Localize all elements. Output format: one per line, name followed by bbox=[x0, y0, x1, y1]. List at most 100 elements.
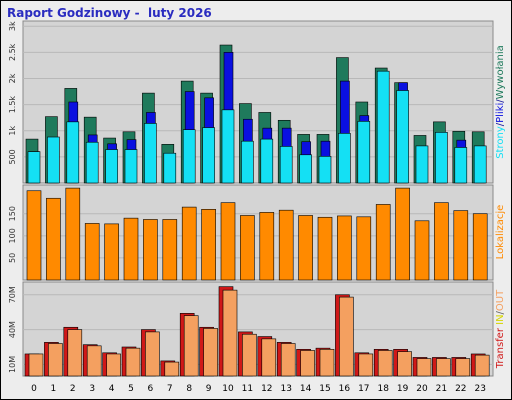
lokalizacje-bar bbox=[375, 204, 391, 281]
wywolania-bar bbox=[435, 132, 448, 184]
wywolania-bar bbox=[396, 90, 409, 184]
transfer-out-bar bbox=[436, 358, 451, 377]
transfer-out-bar bbox=[280, 343, 296, 377]
wywolania-bar bbox=[66, 121, 80, 184]
wywolania-bar bbox=[105, 149, 118, 184]
lokalizacje-bar bbox=[65, 187, 81, 281]
x-tick-label: 18 bbox=[377, 384, 389, 394]
plot-panel-2 bbox=[22, 184, 494, 281]
y-tick-label: 150 bbox=[8, 206, 17, 221]
lokalizacje-bar bbox=[395, 187, 410, 281]
x-tick-label: 15 bbox=[319, 384, 330, 394]
wywolania-bar bbox=[182, 129, 196, 184]
transfer-axis-label: Transfer IN/OUT bbox=[495, 289, 506, 369]
lokalizacje-bar bbox=[104, 223, 119, 281]
transfer-out-bar bbox=[474, 354, 490, 377]
lokalizacje-bar bbox=[240, 215, 255, 281]
x-tick-label: 0 bbox=[31, 384, 37, 394]
y-tick-label: 50 bbox=[8, 253, 17, 263]
x-tick-label: 8 bbox=[186, 384, 192, 394]
transfer-out-bar bbox=[203, 328, 218, 377]
x-tick-label: 2 bbox=[70, 384, 76, 394]
lokalizacje-bar bbox=[220, 202, 236, 281]
lokalizacje-bar bbox=[123, 217, 139, 281]
x-tick-label: 4 bbox=[109, 384, 115, 394]
transfer-out-bar bbox=[125, 347, 141, 377]
x-tick-label: 14 bbox=[300, 384, 312, 394]
wywolania-bar bbox=[338, 133, 351, 184]
lokalizacje-bar bbox=[337, 215, 352, 281]
x-tick-label: 10 bbox=[222, 384, 234, 394]
x-tick-label: 11 bbox=[242, 384, 253, 394]
transfer-out-bar bbox=[106, 353, 121, 377]
wywolania-bar bbox=[279, 146, 293, 184]
wywolania-bar bbox=[85, 141, 99, 184]
wywolania-bar bbox=[241, 140, 254, 184]
x-tick-label: 9 bbox=[206, 384, 212, 394]
lokalizacje-bar bbox=[201, 209, 216, 281]
y-tick-label: 1.5k bbox=[8, 96, 17, 114]
lokalizacje-bar bbox=[46, 197, 61, 281]
lokalizacje-axis-label: Lokalizacje bbox=[495, 205, 506, 260]
wywolania-bar bbox=[163, 152, 177, 184]
transfer-out-bar bbox=[67, 329, 83, 377]
requests-axis-label-part: / bbox=[495, 99, 506, 103]
transfer-out-bar bbox=[145, 331, 160, 377]
y-tick-label: 2.5k bbox=[8, 43, 17, 61]
requests-axis-label-part: Pliki bbox=[495, 103, 506, 123]
transfer-out-bar bbox=[164, 361, 180, 377]
lokalizacje-bar bbox=[453, 210, 469, 281]
transfer-out-bar bbox=[339, 296, 354, 377]
x-tick-label: 12 bbox=[261, 384, 272, 394]
x-tick-label: 17 bbox=[358, 384, 369, 394]
transfer-axis-label-part: Transfer bbox=[495, 325, 506, 369]
lokalizacje-bar bbox=[84, 223, 100, 281]
requests-axis-label-part: / bbox=[495, 122, 506, 126]
lokalizacje-bar bbox=[434, 202, 449, 281]
transfer-axis-label-part: / bbox=[495, 310, 506, 314]
wywolania-bar bbox=[376, 70, 390, 184]
x-tick-label: 19 bbox=[397, 384, 409, 394]
wywolania-bar bbox=[299, 154, 312, 184]
x-tick-label: 21 bbox=[436, 384, 447, 394]
requests-axis-label-part: Strony bbox=[495, 126, 506, 159]
y-tick-label: 10M bbox=[8, 356, 17, 373]
y-tick-label: 3k bbox=[8, 21, 17, 31]
lokalizacje-bar bbox=[472, 213, 488, 281]
x-tick-label: 13 bbox=[280, 384, 291, 394]
x-tick-label: 22 bbox=[455, 384, 466, 394]
transfer-out-bar bbox=[397, 351, 412, 377]
transfer-out-bar bbox=[261, 338, 277, 377]
requests-axis-label-part: Wywołania bbox=[495, 45, 506, 99]
wywolania-bar bbox=[357, 121, 371, 184]
wywolania-bar bbox=[454, 147, 468, 184]
wywolania-bar bbox=[144, 123, 157, 184]
wywolania-bar bbox=[415, 145, 429, 184]
transfer-out-bar bbox=[319, 349, 335, 377]
x-tick-label: 7 bbox=[167, 384, 173, 394]
requests-axis-label: Strony/Pliki/Wywołania bbox=[495, 45, 506, 159]
wywolania-bar bbox=[202, 127, 215, 184]
lokalizacje-bar bbox=[26, 190, 42, 281]
lokalizacje-bar bbox=[298, 215, 313, 281]
lokalizacje-bar bbox=[317, 216, 333, 281]
transfer-out-bar bbox=[28, 353, 44, 377]
wywolania-bar bbox=[221, 109, 235, 184]
x-tick-label: 16 bbox=[339, 384, 351, 394]
transfer-out-bar bbox=[455, 358, 471, 377]
wywolania-bar bbox=[124, 149, 138, 184]
x-tick-label: 20 bbox=[416, 384, 428, 394]
transfer-out-bar bbox=[377, 350, 393, 377]
lokalizacje-bar bbox=[181, 206, 197, 281]
lokalizacje-bar bbox=[278, 209, 294, 281]
transfer-out-bar bbox=[48, 343, 63, 377]
transfer-out-bar bbox=[300, 350, 315, 377]
y-tick-label: 70M bbox=[8, 286, 17, 303]
lokalizacje-bar bbox=[162, 219, 178, 281]
lokalizacje-bar bbox=[356, 216, 372, 281]
transfer-out-bar bbox=[183, 315, 199, 377]
transfer-axis-label-part: OUT bbox=[495, 289, 506, 311]
wywolania-bar bbox=[47, 136, 60, 184]
lokalizacje-axis-label-part: Lokalizacje bbox=[495, 205, 506, 260]
